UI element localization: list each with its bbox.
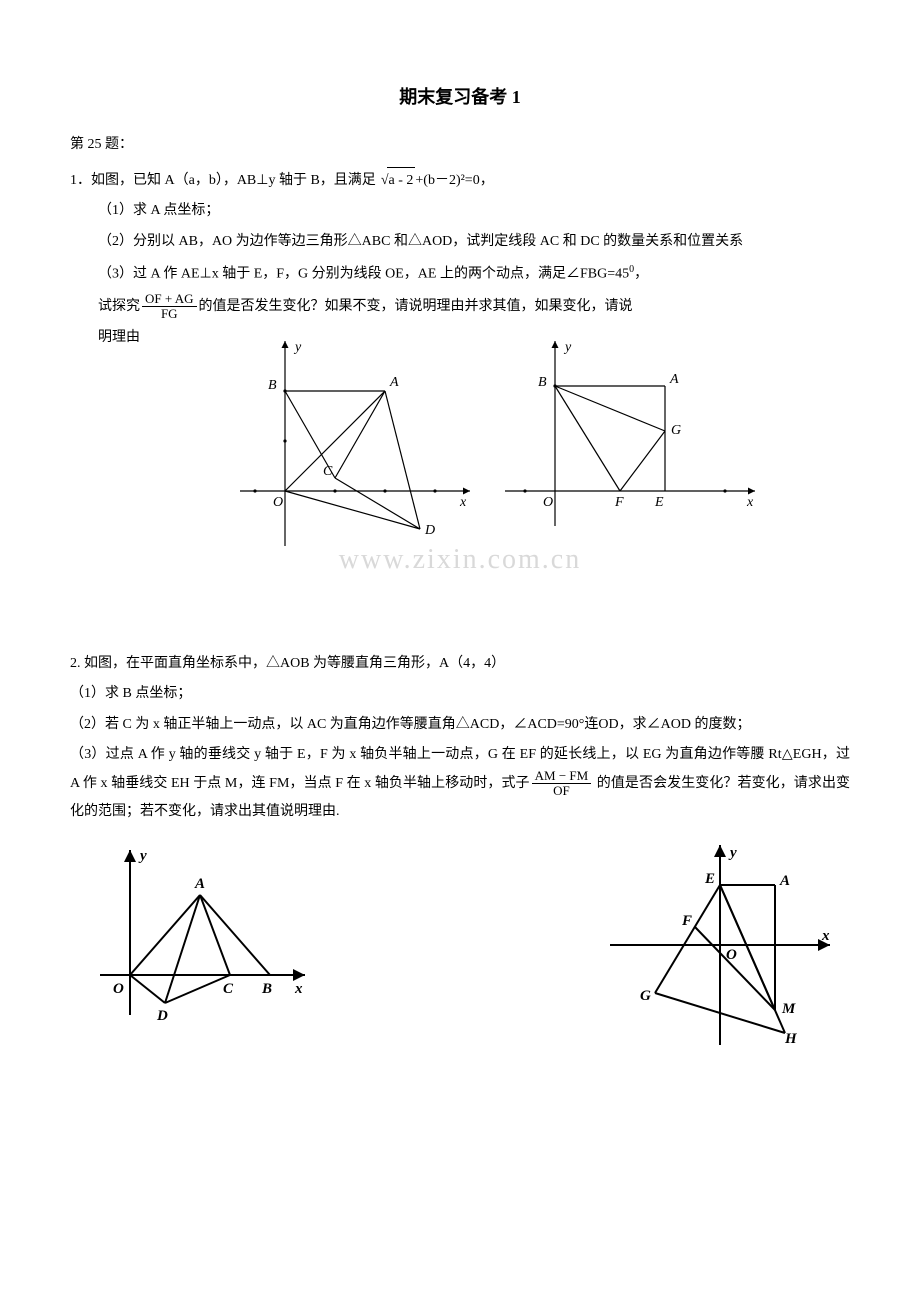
fig3-y: y: [138, 848, 147, 864]
doc-title: 期末复习备考 1: [70, 80, 850, 114]
fig4-F: F: [681, 913, 692, 929]
fig1-C: C: [323, 464, 333, 479]
p2-figures: y x A O D C B: [70, 835, 850, 1055]
p1-q2-text: （2）分别以 AB，AO 为边作等边三角形△ABC 和△AOD，试判定线段 AC…: [98, 234, 743, 249]
fig4-H: H: [784, 1031, 798, 1047]
p1-q1: （1）求 A 点坐标；: [70, 198, 850, 225]
fig2-E: E: [654, 495, 664, 510]
p1-q3a-text: （3）过 A 作 AE⊥x 轴于 E，F，G 分别为线段 OE，AE 上的两个动…: [98, 266, 629, 281]
problem-2: 2. 如图，在平面直角坐标系中，△AOB 为等腰直角三角形，A（4，4） （1）…: [70, 651, 850, 1056]
p1-q3a: （3）过 A 作 AE⊥x 轴于 E，F，G 分别为线段 OE，AE 上的两个动…: [70, 260, 850, 288]
fig2-x: x: [746, 495, 754, 510]
p1-figures: y x B A O C D: [140, 331, 850, 561]
fig4-y: y: [728, 845, 737, 861]
frac-1-num: OF + AG: [142, 292, 197, 306]
fig3-C: C: [223, 981, 234, 997]
p1-stem-pre: 1．如图，已知 A（a，b），AB⊥y 轴于 B，且满足: [70, 173, 376, 188]
fig4-G: G: [640, 988, 651, 1004]
fig3-D: D: [156, 1008, 168, 1024]
fig4-x: x: [821, 928, 830, 944]
p2-q1: （1）求 B 点坐标；: [70, 681, 850, 708]
fig1-x: x: [459, 495, 467, 510]
fig4-M: M: [781, 1001, 796, 1017]
fig4-O: O: [726, 947, 737, 963]
p1-q3b-post: 的值是否发生变化？如果不变，请说明理由并求其值，如果变化，请说: [199, 299, 633, 314]
frac-1: OF + AGFG: [142, 292, 197, 322]
frac-2: AM − FMOF: [532, 769, 592, 799]
p1-q3b: 试探究OF + AGFG的值是否发生变化？如果不变，请说明理由并求其值，如果变化…: [70, 292, 850, 322]
fig1-y: y: [293, 340, 302, 355]
fig2-y: y: [563, 340, 572, 355]
p2-stem: 2. 如图，在平面直角坐标系中，△AOB 为等腰直角三角形，A（4，4）: [70, 651, 850, 678]
fig2-F: F: [614, 495, 624, 510]
p1-stem-post: +(b－2)²=0，: [415, 173, 493, 188]
p1-stem: 1．如图，已知 A（a，b），AB⊥y 轴于 B，且满足 a - 2+(b－2)²…: [70, 167, 850, 195]
fig4-E: E: [704, 871, 715, 887]
problem-1: 1．如图，已知 A（a，b），AB⊥y 轴于 B，且满足 a - 2+(b－2)²…: [70, 167, 850, 587]
figure-1: y x B A O C D: [225, 331, 485, 561]
fig3-O: O: [113, 981, 124, 997]
fig3-B: B: [261, 981, 272, 997]
figure-4: y x E A F O G M H: [600, 835, 840, 1055]
frac-2-num: AM − FM: [532, 769, 592, 783]
fig2-A: A: [669, 372, 679, 387]
fig4-A: A: [779, 873, 790, 889]
p2-q2: （2）若 C 为 x 轴正半轴上一动点，以 AC 为直角边作等腰直角△ACD，∠…: [70, 712, 850, 739]
fig2-B: B: [538, 375, 547, 390]
p2-q3: （3）过点 A 作 y 轴的垂线交 y 轴于 E，F 为 x 轴负半轴上一动点，…: [70, 742, 850, 825]
sqrt-expr: a - 2: [376, 167, 416, 195]
p1-q2: （2）分别以 AB，AO 为边作等边三角形△ABC 和△AOD，试判定线段 AC…: [70, 229, 850, 256]
frac-1-den: FG: [142, 306, 197, 321]
section-label: 第 25 题：: [70, 132, 850, 159]
figure-2: y x B A O F E G: [495, 331, 765, 541]
fig2-O: O: [543, 495, 553, 510]
frac-2-den: OF: [532, 783, 592, 798]
fig1-O: O: [273, 495, 283, 510]
p1-q3b-pre: 试探究: [98, 299, 140, 314]
p1-q3a-end: ，: [634, 266, 648, 281]
p1-q3c: 明理由: [70, 325, 140, 352]
fig3-A: A: [194, 876, 205, 892]
figure-3: y x A O D C B: [90, 835, 320, 1025]
fig1-A: A: [389, 375, 399, 390]
fig3-x: x: [294, 981, 303, 997]
sqrt-inner: a - 2: [387, 167, 416, 195]
fig2-G: G: [671, 423, 681, 438]
fig1-D: D: [424, 523, 435, 538]
fig1-B: B: [268, 378, 277, 393]
